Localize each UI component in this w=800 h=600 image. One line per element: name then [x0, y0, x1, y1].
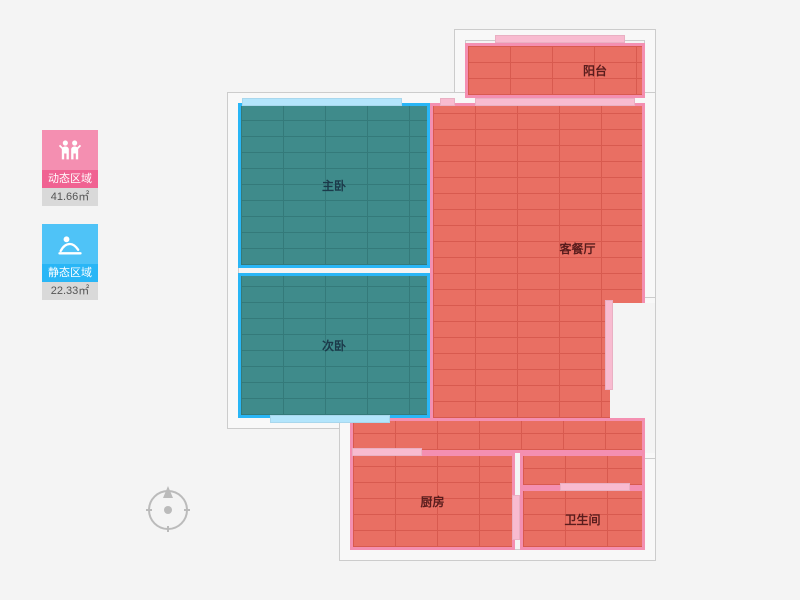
legend-dynamic-label: 动态区域 [42, 170, 98, 188]
legend-static-label: 静态区域 [42, 264, 98, 282]
floorplan-canvas: 动态区域 41.66㎡ 静态区域 22.33㎡ 阳台客餐厅厨房卫生间 主卧次卧 [0, 0, 800, 600]
rest-icon [42, 224, 98, 264]
compass-icon [148, 490, 188, 530]
opening-6 [352, 448, 422, 456]
room-second_bedroom: 次卧 [238, 273, 430, 418]
room-label-bathroom: 卫生间 [564, 511, 600, 528]
opening-5 [270, 415, 390, 423]
room-label-second_bedroom: 次卧 [322, 337, 346, 354]
opening-0 [495, 35, 625, 43]
legend-dynamic-value: 41.66㎡ [42, 188, 98, 206]
room-label-living: 客餐厅 [559, 240, 595, 257]
opening-8 [560, 483, 630, 491]
opening-1 [440, 98, 455, 106]
people-icon [42, 130, 98, 170]
room-balcony: 阳台 [465, 43, 645, 98]
room-kitchen: 厨房 [350, 453, 515, 550]
opening-7 [512, 495, 520, 540]
opening-3 [242, 98, 402, 106]
room-master_bedroom: 主卧 [238, 103, 430, 268]
legend-static-value: 22.33㎡ [42, 282, 98, 300]
opening-4 [605, 300, 613, 390]
room-label-kitchen: 厨房 [420, 493, 444, 510]
opening-2 [475, 98, 635, 106]
legend-dynamic: 动态区域 41.66㎡ [42, 130, 98, 206]
legend-static: 静态区域 22.33㎡ [42, 224, 98, 300]
room-bathroom: 卫生间 [520, 488, 645, 550]
room-label-master_bedroom: 主卧 [322, 177, 346, 194]
room-label-balcony: 阳台 [583, 62, 607, 79]
